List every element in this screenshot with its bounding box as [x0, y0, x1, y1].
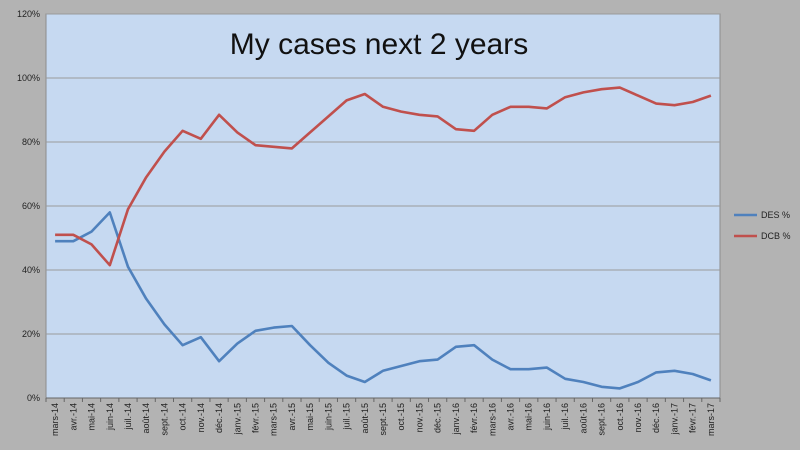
y-axis: 0% 20% 40% 60% 80% 100% 120%	[17, 9, 40, 403]
x-tick-label: nov.-16	[633, 403, 643, 432]
x-tick-label: avr.-16	[506, 403, 516, 431]
x-tick-label: août-16	[578, 403, 588, 434]
x-tick-label: juil.-15	[342, 403, 352, 431]
y-tick-label: 0%	[27, 393, 40, 403]
series-line-dcb	[55, 86, 712, 267]
x-tick-label: févr.-15	[250, 403, 260, 433]
y-tick-label: 120%	[17, 9, 40, 19]
x-tick-label: déc.-15	[433, 403, 443, 433]
x-tick-label: déc.-16	[651, 403, 661, 433]
y-tick-label: 80%	[22, 137, 40, 147]
x-tick-label: janv.-17	[669, 403, 679, 435]
x-tick-label: août-15	[360, 403, 370, 434]
x-tick-label: avr.-15	[287, 403, 297, 431]
x-tick-label: juil.-16	[560, 403, 570, 431]
chart-title: My cases next 2 years	[230, 28, 528, 61]
x-tick-label: mars-14	[50, 403, 60, 436]
series-lines	[55, 86, 712, 390]
x-tick-label: mars-16	[487, 403, 497, 436]
y-tick-label: 20%	[22, 329, 40, 339]
legend-label: DES %	[761, 210, 790, 220]
x-tick-label: oct.-16	[615, 403, 625, 431]
x-tick-label: avr.-14	[68, 403, 78, 431]
x-tick-label: janv.-15	[232, 403, 242, 435]
x-tick-label: oct.-15	[396, 403, 406, 431]
x-tick-label: mars-15	[269, 403, 279, 436]
x-tick-label: mai-15	[305, 403, 315, 431]
series-line-des	[55, 211, 712, 390]
x-tick-label: nov.-15	[414, 403, 424, 432]
x-tick-label: mai-16	[524, 403, 534, 431]
x-tick-label: oct.-14	[178, 403, 188, 431]
y-tick-label: 40%	[22, 265, 40, 275]
y-tick-label: 100%	[17, 73, 40, 83]
x-axis: mars-14 avr.-14 mai-14 juin-14 juil.-14 août-…	[45, 397, 721, 436]
legend-label: DCB %	[761, 231, 791, 241]
x-tick-label: août-14	[141, 403, 151, 434]
x-tick-label: sept.-14	[159, 403, 169, 436]
gridlines	[46, 13, 720, 335]
x-tick-label: déc.-14	[214, 403, 224, 433]
x-tick-label: juin-15	[323, 403, 333, 431]
x-tick-label: juil.-14	[123, 403, 133, 431]
x-tick-label: nov.-14	[196, 403, 206, 432]
legend: DES % DCB %	[734, 210, 791, 241]
x-tick-label: janv.-16	[451, 403, 461, 435]
x-tick-label: juin-16	[542, 403, 552, 431]
y-tick-label: 60%	[22, 201, 40, 211]
x-tick-label: sept.-15	[378, 403, 388, 436]
x-tick-label: sept.-16	[597, 403, 607, 436]
x-tick-label: févr.-16	[469, 403, 479, 433]
x-tick-label: févr.-17	[688, 403, 698, 433]
x-tick-label: juin-14	[105, 403, 115, 431]
x-tick-label: mai-14	[87, 403, 97, 431]
x-tick-label: mars-17	[706, 403, 716, 436]
